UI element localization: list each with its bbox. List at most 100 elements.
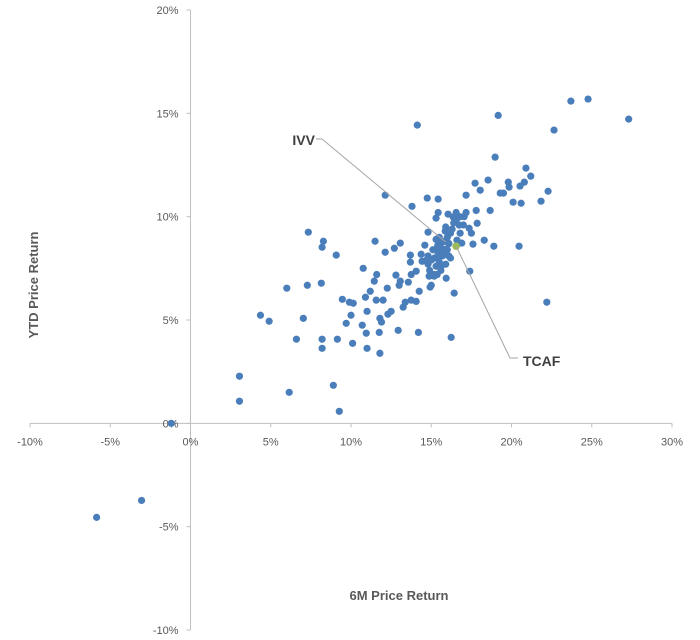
data-point (424, 228, 432, 236)
y-tick-label: -10% (153, 625, 179, 637)
data-point (396, 239, 404, 247)
x-tick-label: 30% (661, 436, 683, 448)
data-point (167, 419, 175, 427)
data-point (387, 307, 395, 315)
data-point (499, 189, 508, 197)
data-point (443, 246, 451, 254)
data-point (527, 172, 535, 180)
y-tick-label: 5% (163, 315, 179, 327)
data-point (432, 235, 440, 243)
data-point (584, 95, 592, 103)
data-point (471, 179, 479, 187)
y-tick-label: 15% (156, 108, 178, 120)
callout-label-ivv: IVV (292, 132, 315, 148)
data-point (265, 317, 273, 325)
data-point (371, 237, 379, 245)
data-point (429, 246, 437, 254)
data-point (303, 281, 311, 289)
data-point (458, 239, 466, 247)
data-point (490, 242, 498, 250)
data-point (359, 264, 367, 272)
y-tick-label: 20% (156, 5, 178, 17)
data-point (459, 221, 467, 229)
data-point (456, 229, 464, 237)
data-point (361, 293, 370, 301)
data-point (285, 388, 293, 396)
data-point (379, 296, 387, 304)
data-point (383, 284, 391, 292)
data-point (412, 297, 420, 305)
data-point (349, 339, 357, 347)
data-point (462, 191, 470, 199)
data-point (394, 326, 402, 334)
data-point (318, 243, 326, 251)
data-point (480, 236, 488, 244)
data-point (472, 206, 480, 215)
data-point (381, 248, 389, 256)
y-tick-label: 10% (156, 212, 178, 224)
data-point (292, 335, 301, 343)
data-point (332, 251, 340, 259)
data-point (543, 298, 551, 306)
data-point (412, 267, 420, 275)
data-point (413, 121, 421, 129)
data-point (347, 311, 355, 319)
data-point (137, 496, 146, 505)
data-point (317, 279, 325, 287)
data-point (423, 194, 431, 202)
data-point (235, 397, 244, 405)
data-point (370, 277, 378, 285)
data-point (476, 186, 484, 194)
data-point (421, 241, 429, 249)
data-point (491, 153, 499, 161)
data-point (442, 260, 450, 268)
callout-leader-line (455, 246, 518, 359)
data-point (473, 219, 481, 227)
data-point (366, 287, 374, 295)
x-tick-label: 20% (500, 436, 522, 448)
data-point (408, 202, 416, 210)
data-point (318, 344, 326, 352)
data-point (372, 296, 380, 304)
data-point (375, 328, 383, 336)
data-point (396, 277, 404, 285)
data-point (392, 271, 400, 279)
data-point (299, 314, 307, 322)
data-point (467, 229, 475, 237)
data-point (544, 187, 552, 195)
data-point (432, 214, 440, 222)
data-point (349, 299, 357, 307)
y-tick-label: -5% (159, 522, 179, 534)
x-axis-title: 6M Price Return (350, 588, 449, 603)
data-point (494, 111, 502, 119)
data-point (318, 335, 326, 343)
data-point (333, 335, 341, 343)
x-tick-label: 10% (340, 436, 362, 448)
data-point (404, 278, 412, 286)
data-point (304, 228, 312, 236)
data-point (625, 115, 633, 123)
data-point (466, 267, 474, 275)
x-tick-label: -5% (100, 436, 120, 448)
data-point (434, 242, 442, 250)
data-point (442, 223, 450, 231)
data-point (505, 183, 513, 191)
data-point (406, 258, 414, 266)
data-point (445, 239, 453, 248)
data-point (456, 213, 464, 221)
data-point (437, 266, 445, 274)
data-point (450, 289, 458, 297)
data-point (446, 254, 455, 262)
data-point (430, 270, 439, 279)
x-tick-label: 0% (183, 436, 199, 448)
y-axis-title: YTD Price Return (26, 231, 41, 338)
data-point (329, 381, 337, 389)
data-point (417, 250, 425, 258)
data-point (363, 344, 371, 352)
data-point (381, 191, 389, 199)
data-point (520, 178, 528, 186)
data-point (426, 266, 434, 274)
data-point (448, 225, 456, 233)
x-tick-label: -10% (17, 436, 43, 448)
